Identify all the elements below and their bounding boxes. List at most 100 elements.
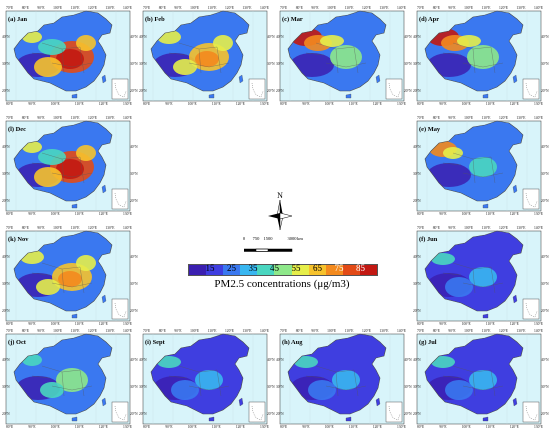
colorbar-tick: 15 bbox=[205, 263, 215, 273]
tick-label: 120°E bbox=[87, 329, 97, 333]
tick-label: 120°E bbox=[498, 226, 508, 230]
tick-label: 110°E bbox=[344, 329, 354, 333]
tick-label: 20°N bbox=[267, 412, 275, 416]
tick-label: 130°E bbox=[516, 226, 526, 230]
tick-label: 100°E bbox=[190, 329, 200, 333]
colorbar-tick: 25 bbox=[227, 263, 236, 273]
tick-label: 20°N bbox=[2, 199, 10, 203]
tick-label: 100°E bbox=[461, 322, 471, 326]
tick-label: 130°E bbox=[396, 102, 406, 106]
lat-ticks-left: 40°N 30°N 20°N bbox=[276, 358, 284, 416]
tick-label: 20°N bbox=[130, 412, 138, 416]
tick-label: 100°E bbox=[187, 102, 197, 106]
tick-label: 40°N bbox=[267, 358, 275, 362]
panel-label: (g) Jul bbox=[419, 339, 437, 346]
panel-label: (e) May bbox=[419, 126, 441, 133]
tick-label: 80°E bbox=[158, 6, 166, 10]
tick-label: 130°E bbox=[122, 322, 132, 326]
colorbar-tick: 75 bbox=[334, 263, 344, 273]
tick-label: 20°N bbox=[541, 412, 549, 416]
tick-label: 40°N bbox=[2, 255, 10, 259]
tick-label: 90°E bbox=[439, 212, 447, 216]
panel-label: (b) Feb bbox=[145, 16, 165, 23]
tick-label: 110°E bbox=[211, 425, 221, 429]
tick-label: 120°E bbox=[509, 212, 519, 216]
tick-label: 40°N bbox=[2, 145, 10, 149]
tick-label: 140°E bbox=[533, 226, 543, 230]
tick-label: 30°N bbox=[541, 282, 549, 286]
tick-label: 110°E bbox=[481, 116, 491, 120]
lat-ticks-right: 40°N 30°N 20°N bbox=[130, 255, 138, 313]
tick-label: 20°N bbox=[541, 309, 549, 313]
lon-ticks-bottom: 80°E 90°E 100°E 110°E 120°E 130°E bbox=[6, 102, 132, 106]
lon-ticks-bottom: 80°E 90°E 100°E 110°E 120°E 130°E bbox=[280, 425, 406, 429]
tick-label: 110°E bbox=[74, 322, 84, 326]
scale-tick: 3000 bbox=[287, 236, 297, 241]
tick-label: 110°E bbox=[485, 425, 495, 429]
panel-label: (c) Mar bbox=[282, 16, 303, 23]
tick-label: 140°E bbox=[122, 116, 132, 120]
tick-label: 40°N bbox=[130, 255, 138, 259]
scale-bar: 0 750 1500 3000 km bbox=[243, 236, 364, 256]
tick-label: 80°E bbox=[432, 226, 440, 230]
tick-label: 120°E bbox=[361, 6, 371, 10]
tick-label: 20°N bbox=[2, 89, 10, 93]
tick-label: 90°E bbox=[311, 6, 319, 10]
tick-label: 110°E bbox=[70, 226, 80, 230]
tick-label: 130°E bbox=[396, 425, 406, 429]
tick-label: 40°N bbox=[413, 255, 421, 259]
tick-label: 120°E bbox=[235, 425, 245, 429]
tick-label: 40°N bbox=[130, 358, 138, 362]
lat-ticks-right: 40°N 30°N 20°N bbox=[267, 358, 275, 416]
tick-label: 140°E bbox=[533, 6, 543, 10]
lon-ticks-bottom: 80°E 90°E 100°E 110°E 120°E 130°E bbox=[280, 102, 406, 106]
tick-label: 130°E bbox=[379, 6, 389, 10]
north-arrow-icon: N bbox=[268, 191, 293, 231]
tick-label: 80°E bbox=[143, 425, 151, 429]
tick-label: 20°N bbox=[130, 309, 138, 313]
colorbar-segment bbox=[240, 265, 258, 275]
lat-ticks-left: 40°N 30°N 20°N bbox=[413, 358, 421, 416]
tick-label: 100°E bbox=[327, 329, 337, 333]
tick-label: 110°E bbox=[70, 116, 80, 120]
lat-ticks-left: 40°N 30°N 20°N bbox=[413, 255, 421, 313]
tick-label: 20°N bbox=[130, 199, 138, 203]
tick-label: 40°N bbox=[139, 35, 147, 39]
tick-label: 110°E bbox=[344, 6, 354, 10]
tick-label: 90°E bbox=[174, 6, 182, 10]
china-map bbox=[5, 10, 131, 102]
tick-label: 110°E bbox=[348, 102, 358, 106]
tick-label: 110°E bbox=[211, 102, 221, 106]
lon-ticks-top: 70°E 80°E 90°E 100°E 110°E 120°E 130°E 140°E bbox=[417, 226, 543, 230]
tick-label: 100°E bbox=[461, 102, 471, 106]
tick-label: 130°E bbox=[259, 102, 269, 106]
china-map bbox=[5, 333, 131, 425]
lat-ticks-right: 40°N 30°N 20°N bbox=[130, 358, 138, 416]
tick-label: 140°E bbox=[259, 329, 269, 333]
map-panel-apr: (d) Apr 70°E 80°E 90°E 100°E 110°E 120°E 130°E 1… bbox=[413, 3, 549, 109]
tick-label: 30°N bbox=[2, 282, 10, 286]
tick-label: 80°E bbox=[280, 102, 288, 106]
china-map bbox=[5, 120, 131, 212]
tick-label: 40°N bbox=[404, 35, 412, 39]
panel-label: (h) Aug bbox=[282, 339, 303, 346]
tick-label: 20°N bbox=[2, 309, 10, 313]
panel-label: (k) Nov bbox=[8, 236, 29, 243]
china-map bbox=[416, 120, 542, 212]
tick-label: 80°E bbox=[295, 329, 303, 333]
tick-label: 80°E bbox=[417, 102, 425, 106]
panel-label: (l) Dec bbox=[8, 126, 26, 133]
tick-label: 20°N bbox=[413, 412, 421, 416]
tick-label: 20°N bbox=[276, 89, 284, 93]
tick-label: 120°E bbox=[98, 425, 108, 429]
tick-label: 30°N bbox=[276, 385, 284, 389]
tick-label: 90°E bbox=[311, 329, 319, 333]
map-panel-dec: (l) Dec 70°E 80°E 90°E 100°E 110°E 120°E 130°E 1… bbox=[2, 113, 138, 219]
tick-label: 120°E bbox=[372, 425, 382, 429]
map-panel-may: (e) May 70°E 80°E 90°E 100°E 110°E 120°E 130°E 1… bbox=[413, 113, 549, 219]
tick-label: 140°E bbox=[533, 329, 543, 333]
tick-label: 30°N bbox=[139, 62, 147, 66]
lat-ticks-left: 40°N 30°N 20°N bbox=[413, 145, 421, 203]
tick-label: 20°N bbox=[413, 89, 421, 93]
tick-label: 120°E bbox=[98, 102, 108, 106]
